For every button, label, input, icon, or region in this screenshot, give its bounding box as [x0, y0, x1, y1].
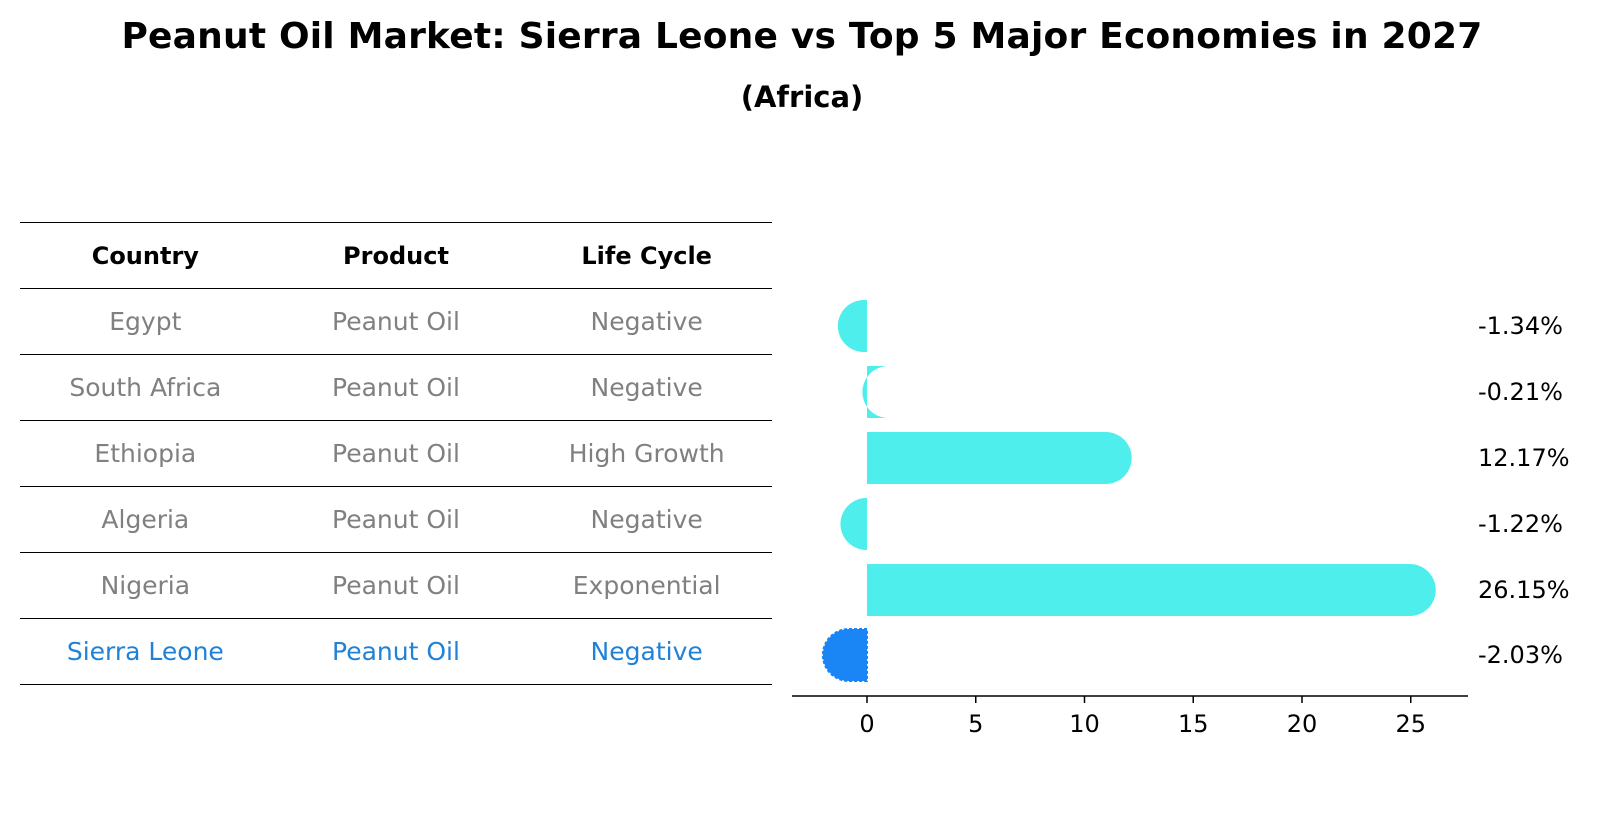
x-tick-label: 10 [1069, 710, 1100, 738]
bar-value-label: -0.21% [1478, 378, 1563, 406]
x-tick-label: 15 [1178, 710, 1209, 738]
chart-title: Peanut Oil Market: Sierra Leone vs Top 5… [121, 16, 1483, 57]
bar-value-label: 12.17% [1478, 444, 1570, 472]
bar-value-label: -2.03% [1478, 641, 1563, 669]
table-row: South Africa Peanut Oil Negative [20, 354, 772, 421]
cell-country: Nigeria [20, 552, 271, 619]
cell-country: Ethiopia [20, 420, 271, 487]
table-row: Algeria Peanut Oil Negative [20, 486, 772, 553]
table-header-row: Country Product Life Cycle [20, 222, 772, 289]
cell-life-cycle: Negative [521, 486, 772, 553]
cell-life-cycle: Exponential [521, 552, 772, 619]
bar [840, 498, 867, 550]
table-row-highlighted: Sierra Leone Peanut Oil Negative [20, 618, 772, 685]
cell-life-cycle: Negative [521, 618, 772, 685]
bar [867, 432, 1132, 484]
bar-value-label: -1.22% [1478, 510, 1563, 538]
x-tick-label: 20 [1287, 710, 1318, 738]
x-tick-label: 5 [968, 710, 983, 738]
x-tick-label: 25 [1395, 710, 1426, 738]
cell-country: Egypt [20, 288, 271, 355]
cell-life-cycle: Negative [521, 354, 772, 421]
column-header-country: Country [20, 222, 271, 289]
bar-value-label: -1.34% [1478, 312, 1563, 340]
bar [867, 564, 1436, 616]
cell-country: Algeria [20, 486, 271, 553]
data-table: Country Product Life Cycle Egypt Peanut … [20, 222, 772, 685]
cell-product: Peanut Oil [270, 288, 522, 355]
cell-product: Peanut Oil [270, 486, 522, 553]
column-header-product: Product [270, 222, 522, 289]
cell-product: Peanut Oil [270, 420, 522, 487]
table-row: Ethiopia Peanut Oil High Growth [20, 420, 772, 487]
cell-life-cycle: High Growth [521, 420, 772, 487]
column-header-life-cycle: Life Cycle [521, 222, 772, 289]
bar-value-label: 26.15% [1478, 576, 1570, 604]
bar [862, 366, 889, 418]
cell-country: South Africa [20, 354, 271, 421]
bar-highlighted [821, 628, 868, 682]
cell-product: Peanut Oil [270, 618, 522, 685]
cell-life-cycle: Negative [521, 288, 772, 355]
bar [837, 300, 867, 352]
cell-product: Peanut Oil [270, 552, 522, 619]
table-row: Nigeria Peanut Oil Exponential [20, 552, 772, 619]
cell-country: Sierra Leone [20, 618, 271, 685]
table-row: Egypt Peanut Oil Negative [20, 288, 772, 355]
x-tick-label: 0 [859, 710, 874, 738]
cell-product: Peanut Oil [270, 354, 522, 421]
chart-subtitle: (Africa) [740, 80, 864, 114]
